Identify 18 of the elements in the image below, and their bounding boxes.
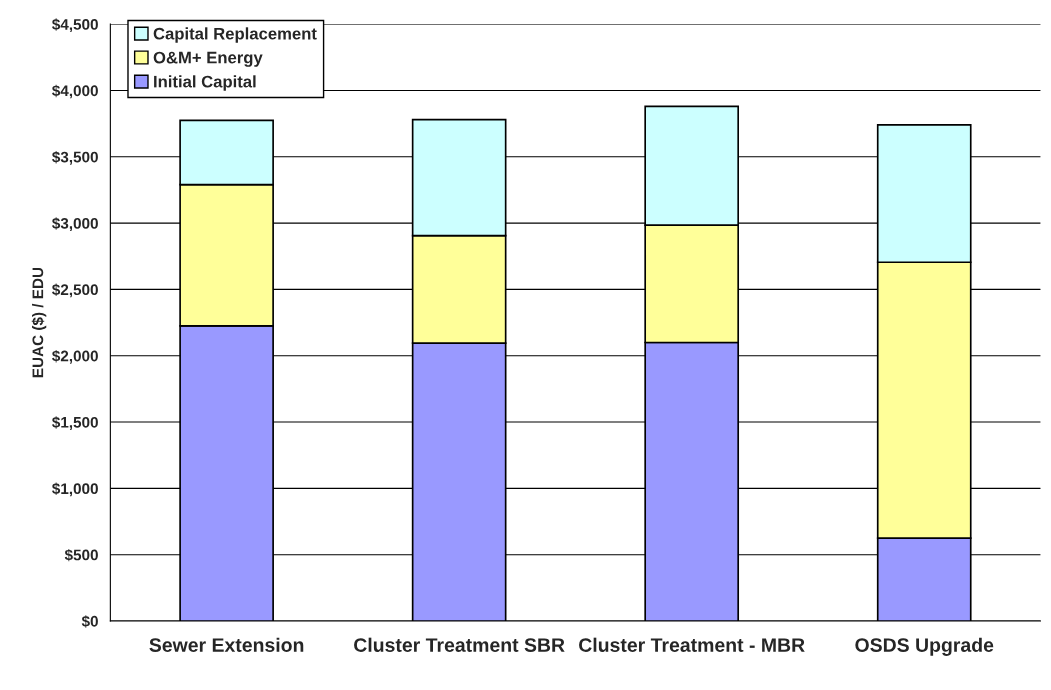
legend-label: Capital Replacement: [153, 27, 317, 43]
y-axis-title: EUAC ($) / EDU: [31, 267, 47, 378]
y-tick-label: $4,000: [52, 84, 98, 99]
y-tick-label: $4,500: [52, 18, 98, 33]
y-tick-label: $3,000: [52, 217, 98, 231]
y-tick-label: $3,500: [52, 150, 98, 165]
legend-label: Initial Capital: [154, 75, 256, 91]
x-tick-label: OSDS Upgrade: [855, 637, 994, 656]
y-tick-label: $2,000: [52, 349, 98, 364]
x-tick-label: Cluster Treatment - MBR: [579, 637, 805, 652]
y-tick-label: $0: [81, 615, 98, 628]
y-tick-label: $500: [64, 548, 98, 562]
x-tick-label: Cluster Treatment SBR: [354, 637, 565, 652]
x-tick-label: Sewer Extension: [149, 637, 304, 652]
y-tick-label: $1,000: [52, 482, 98, 497]
y-tick-label: $1,500: [52, 416, 98, 430]
legend-label: O&M+ Energy: [153, 51, 263, 67]
y-tick-label: $2,500: [52, 283, 98, 298]
